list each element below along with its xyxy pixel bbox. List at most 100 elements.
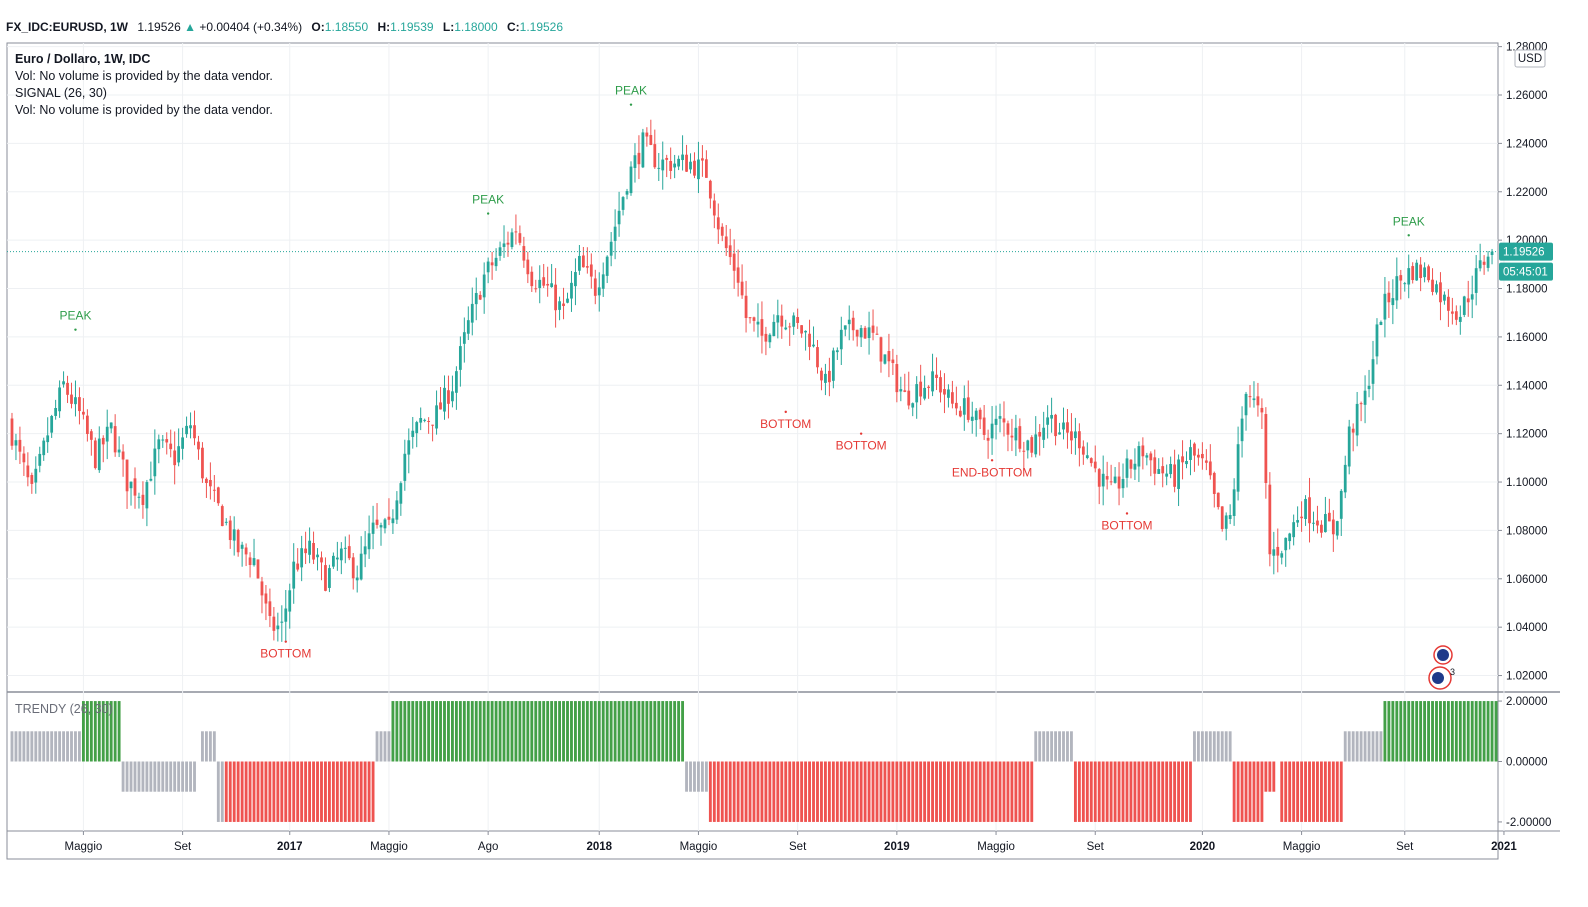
candle-body — [34, 468, 38, 483]
candle-body — [558, 301, 561, 310]
trendy-bar — [224, 761, 228, 822]
signal-dot — [859, 432, 863, 435]
candle-body — [58, 387, 61, 412]
price-tick-label: 1.02000 — [1506, 671, 1548, 683]
price-axis[interactable]: 1.280001.260001.240001.220001.200001.180… — [1498, 42, 1548, 683]
candle-body — [1030, 437, 1034, 453]
trendy-bar — [1292, 761, 1296, 822]
candle-body — [1272, 549, 1276, 556]
trendy-bar — [327, 761, 331, 822]
price-tick-label: 1.08000 — [1506, 525, 1548, 537]
candle-body — [954, 402, 958, 409]
candle-body — [22, 453, 26, 463]
trendy-bar — [585, 701, 589, 762]
trendy-bar — [538, 701, 542, 762]
symbol-name[interactable]: FX_IDC:EURUSD, 1W — [6, 20, 129, 34]
candle-body — [1157, 469, 1161, 474]
trendy-bar — [1490, 701, 1494, 762]
eu-flag-icon[interactable]: 3 — [1428, 645, 1455, 690]
trendy-bar — [1288, 761, 1292, 822]
candle-body — [89, 431, 93, 440]
candle-body — [1304, 498, 1307, 519]
candle-body — [1181, 456, 1184, 463]
candle-body — [605, 256, 609, 276]
candle-body — [887, 351, 891, 362]
trendy-bar — [962, 761, 966, 822]
candle-body — [927, 386, 930, 388]
candle-body — [133, 478, 137, 496]
candle-body — [581, 255, 585, 268]
candle-body — [161, 439, 165, 441]
trendy-bar — [673, 701, 677, 762]
bottom-label: BOTTOM — [760, 417, 811, 431]
trendy-axis[interactable]: 2.00000 0.00000 -2.00000 — [1498, 696, 1551, 829]
close-value: 1.19526 — [519, 20, 564, 34]
currency-badge[interactable]: USD — [1514, 49, 1546, 68]
trendy-bar — [530, 701, 534, 762]
legend-signal[interactable]: SIGNAL (26, 30) — [15, 86, 107, 100]
trendy-bar — [808, 761, 811, 822]
candle-body — [923, 387, 927, 399]
trendy-bar — [1323, 761, 1327, 822]
legend-title[interactable]: Euro / Dollaro, 1W, IDC — [15, 52, 151, 66]
trendy-bar — [1375, 731, 1379, 762]
trendy-bar — [1363, 731, 1367, 762]
trendy-bar — [1038, 731, 1042, 762]
legend-vol-1[interactable]: Vol: No volume is provided by the data v… — [15, 69, 273, 83]
candlestick-series — [10, 119, 1494, 642]
trendy-bar — [839, 761, 843, 822]
trendy-bar — [657, 701, 661, 762]
candle-body — [466, 320, 470, 334]
trendy-bar — [827, 761, 831, 822]
trendy-bar — [1256, 761, 1260, 822]
candle-body — [958, 410, 962, 417]
candle-body — [355, 577, 359, 581]
trendy-bar — [38, 731, 42, 762]
candle-body — [1486, 256, 1490, 268]
candle-body — [395, 500, 399, 520]
trendy-bar — [1435, 701, 1438, 762]
trendy-bar — [1399, 701, 1403, 762]
candle-body — [978, 409, 982, 420]
trendy-bar — [689, 761, 692, 792]
candle-body — [1085, 455, 1089, 459]
candle-body — [363, 546, 367, 555]
trendy-bar — [395, 701, 399, 762]
trendy-bar — [744, 761, 748, 822]
trendy-bar — [990, 761, 994, 822]
candle-body — [1443, 294, 1446, 301]
trendy-bar — [379, 731, 383, 762]
candle-body — [367, 533, 371, 550]
candle-body — [895, 364, 899, 393]
trendy-bar — [633, 701, 637, 762]
trendy-bar — [816, 761, 819, 822]
time-axis[interactable]: Maggio Set 2017 Maggio Ago 2018 Maggio Set 2019 M… — [65, 831, 1518, 853]
candle-body — [1014, 427, 1018, 441]
trendy-bar — [760, 761, 764, 822]
trendy-bar — [1383, 701, 1387, 762]
trendy-bar — [1216, 731, 1220, 762]
trendy-bar — [165, 761, 169, 792]
trendy-bar — [768, 761, 772, 822]
candle-body — [1324, 514, 1327, 533]
bottom-label: BOTTOM — [1101, 518, 1152, 532]
trendy-bar — [1379, 731, 1383, 762]
candle-body — [570, 282, 573, 299]
trendy-bar — [1117, 761, 1121, 822]
candle-body — [1070, 431, 1073, 441]
candle-body — [518, 233, 522, 243]
legend-vol-2[interactable]: Vol: No volume is provided by the data v… — [15, 103, 273, 117]
trendy-bar — [792, 761, 796, 822]
trendy-bar — [645, 701, 649, 762]
time-tick-label: Set — [174, 841, 192, 853]
trendy-bar — [1014, 761, 1018, 822]
candle-body — [177, 446, 181, 463]
trendy-bar — [1312, 761, 1315, 822]
candle-body — [1276, 546, 1280, 556]
trendy-legend[interactable]: TRENDY (26, 30) — [15, 702, 113, 716]
trendy-bar — [1387, 701, 1391, 762]
candle-body — [1248, 396, 1252, 398]
time-tick-label: 2021 — [1491, 841, 1517, 853]
trendy-bar — [581, 701, 585, 762]
